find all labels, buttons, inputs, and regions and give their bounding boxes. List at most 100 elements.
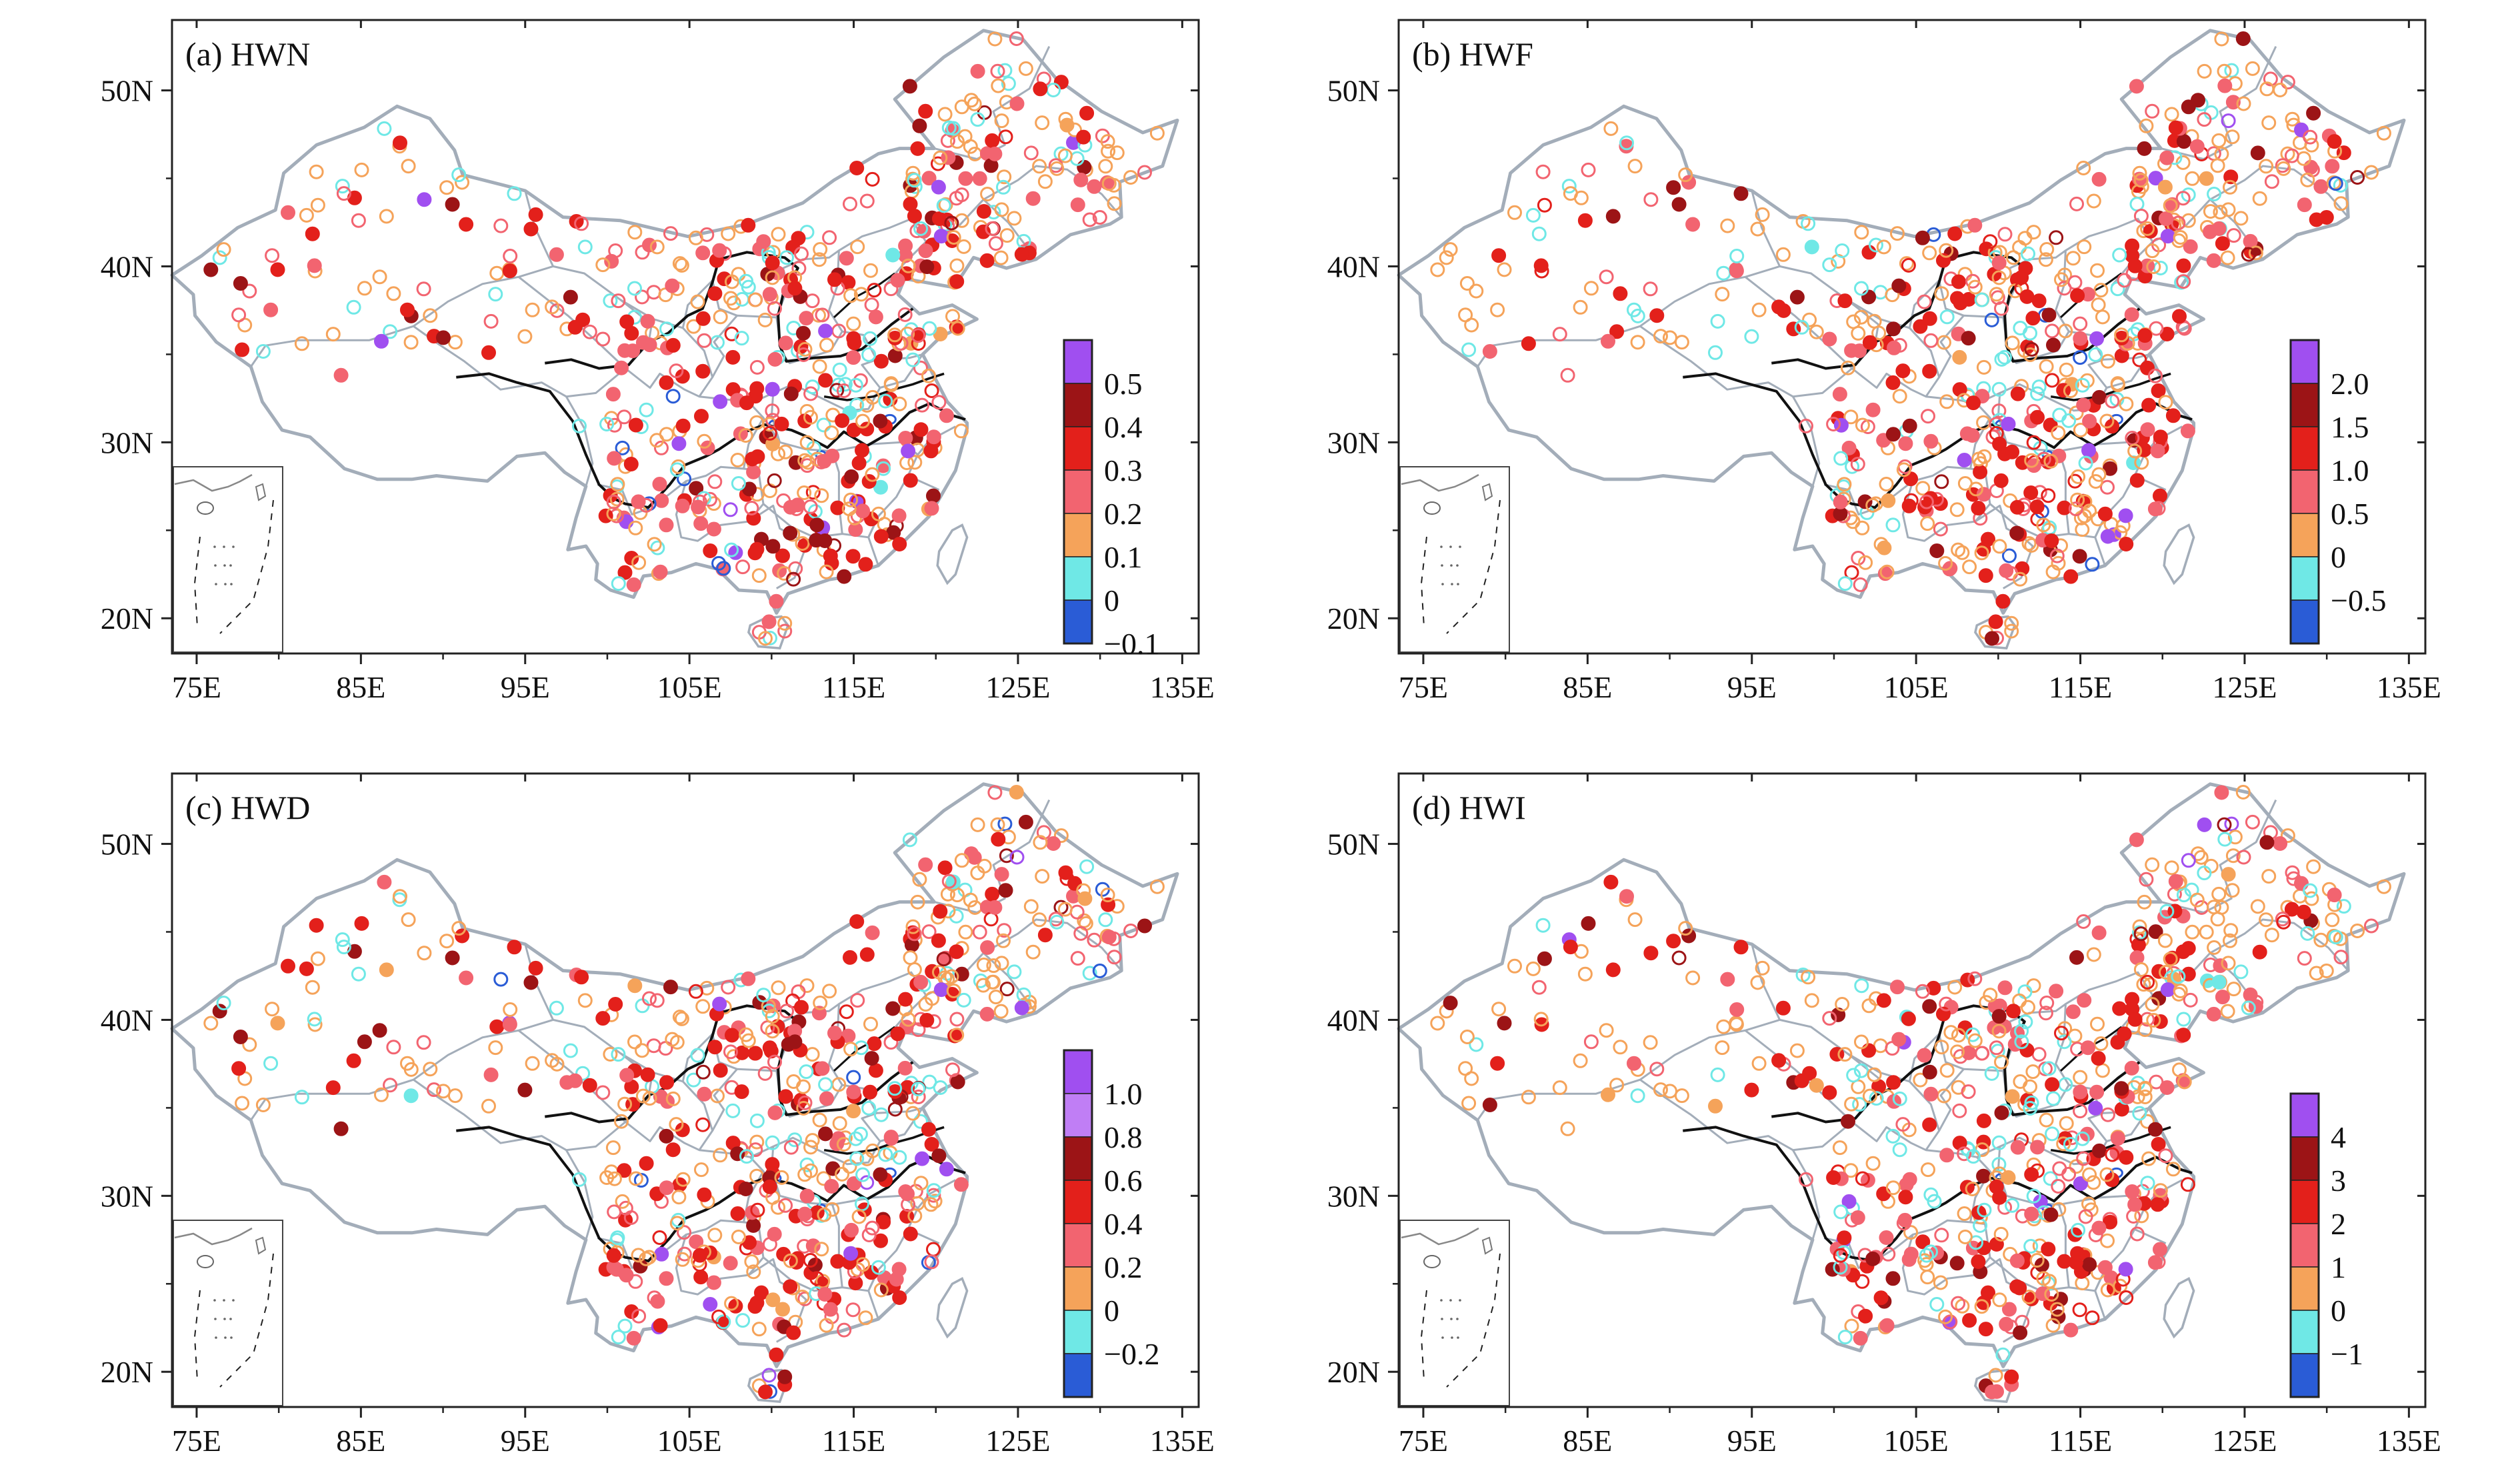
station-red-filled (231, 1061, 247, 1076)
station-pink-filled (918, 857, 933, 872)
station-orange-hollow (958, 924, 973, 940)
station-darkred-filled (1497, 1016, 1512, 1031)
station-red-filled (913, 422, 929, 437)
station-red-filled (849, 914, 865, 929)
station-pink-filled (769, 593, 784, 609)
station-orange-hollow (2056, 1136, 2071, 1152)
station-blue-hollow (711, 555, 727, 571)
station-cyan-filled (403, 1088, 419, 1104)
station-pink-hollow (1934, 1228, 1949, 1243)
station-orange-hollow (976, 978, 991, 993)
station-orange-hollow (2021, 536, 2037, 551)
station-orange-hollow (2039, 359, 2054, 374)
station-orange-hollow (2185, 924, 2200, 940)
station-pink-hollow (897, 307, 913, 322)
station-red-filled (695, 311, 711, 326)
province-boundary (770, 1106, 923, 1196)
station-orange-hollow (1491, 1002, 1507, 1017)
station-darkred-filled (902, 79, 917, 94)
station-darkred-filled (2072, 549, 2087, 564)
station-pink-hollow (607, 417, 622, 433)
station-pink-hollow (628, 1274, 643, 1289)
station-cyan-hollow (922, 1074, 937, 1090)
station-purple-filled (619, 514, 634, 529)
station-orange-hollow (954, 99, 969, 115)
station-cyan-hollow (572, 1172, 587, 1187)
station-darkred-filled (931, 1148, 947, 1164)
station-orange-hollow (2221, 202, 2236, 217)
station-pink-hollow (2364, 918, 2379, 934)
station-orange-hollow (1938, 555, 1953, 571)
station-pink-hollow (2139, 872, 2154, 887)
station-pink-filled (939, 408, 954, 423)
station-red-filled (855, 443, 869, 458)
station-orange-hollow (1057, 902, 1073, 917)
station-pink-filled (693, 516, 709, 531)
station-pink-filled (2153, 1242, 2167, 1257)
station-pink-hollow (1850, 457, 1865, 471)
station-orange-hollow (2364, 165, 2379, 180)
station-red-filled (1962, 1313, 1977, 1328)
station-red-filled (1978, 1322, 1993, 1337)
legend-frame (1063, 339, 1093, 645)
station-orange-hollow (386, 286, 401, 301)
station-red-hollow (2030, 1163, 2045, 1178)
station-orange-hollow (863, 263, 878, 278)
province-boundary (762, 417, 843, 539)
station-orange-hollow (933, 150, 948, 165)
station-pink-filled (605, 387, 621, 402)
station-orange-hollow (2189, 892, 2205, 908)
station-orange-hollow (2090, 1016, 2105, 1032)
station-cyan-hollow (1929, 1297, 1945, 1312)
station-red-filled (2127, 1012, 2143, 1027)
station-darkred-filled (1482, 1098, 1497, 1112)
station-orange-hollow (853, 287, 869, 302)
station-red-filled (2020, 1092, 2035, 1108)
station-pink-hollow (1082, 212, 1097, 227)
station-pink-hollow (2068, 501, 2083, 517)
station-cyan-hollow (1846, 1068, 1861, 1083)
station-orange-hollow (609, 491, 625, 507)
station-orange-hollow (1896, 462, 1911, 477)
station-orange-hollow (1149, 879, 1165, 894)
station-orange-hollow (855, 413, 871, 429)
station-cyan-hollow (725, 1103, 741, 1118)
station-orange-hollow (871, 506, 886, 521)
station-red-filled (1901, 1011, 1916, 1026)
station-orange-hollow (545, 1053, 560, 1068)
inset-taiwan (1481, 483, 1493, 501)
station-cyan-hollow (1966, 1149, 1981, 1164)
station-pink-filled (2049, 984, 2064, 999)
station-pink-hollow (647, 1290, 662, 1306)
inset-taiwan (255, 483, 267, 501)
station-pink-filled (459, 970, 474, 986)
legend-label: 1.0 (2331, 453, 2369, 487)
station-darkred-filled (1994, 1105, 2009, 1120)
station-orange-hollow (1867, 1067, 1882, 1082)
station-red-filled (734, 1084, 749, 1100)
station-pink-hollow (2303, 129, 2318, 145)
station-orange-hollow (991, 78, 1006, 93)
station-pink-filled (2215, 990, 2230, 1005)
station-blue-hollow (665, 389, 681, 404)
station-pink-filled (2129, 79, 2144, 94)
station-pink-hollow (2045, 323, 2060, 339)
station-darkred-hollow (695, 1064, 711, 1080)
station-orange-hollow (374, 1087, 389, 1102)
station-orange-hollow (1599, 1023, 1614, 1038)
station-cyan-hollow (2071, 1222, 2086, 1238)
station-orange-hollow (688, 230, 703, 245)
station-pink-filled (695, 245, 711, 261)
station-cyan-hollow (1835, 243, 1850, 258)
station-orange-hollow (2217, 63, 2232, 79)
station-red-filled (924, 1137, 939, 1152)
inset-taiwan (255, 1236, 267, 1255)
station-orange-filled (1952, 349, 1967, 365)
station-pink-filled (689, 1234, 704, 1250)
station-cyan-hollow (346, 299, 361, 315)
station-cyan-hollow (650, 540, 665, 555)
station-cyan-hollow (818, 1077, 833, 1092)
station-red-hollow (805, 485, 821, 500)
station-purple-hollow (761, 1368, 777, 1383)
